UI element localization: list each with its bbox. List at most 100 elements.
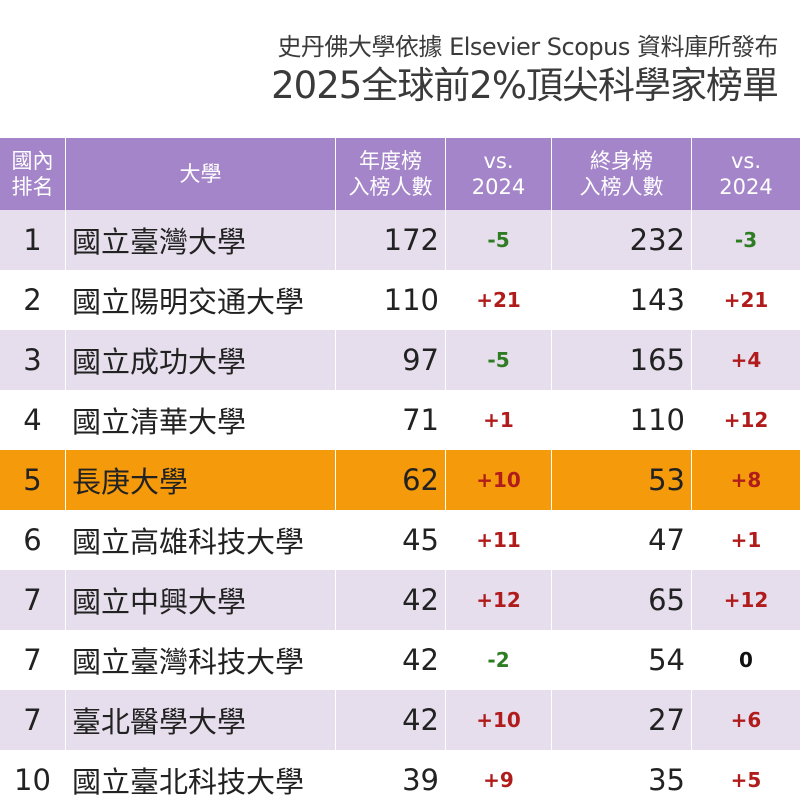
university-cell-value: 國立清華大學 [72,405,247,439]
lifetime-change-cell-value: 0 [739,648,753,672]
rank-cell-value: 7 [23,583,42,617]
rank-cell: 7 [0,630,66,690]
annual-change-cell-value: -5 [487,348,510,372]
lifetime-count-cell: 143 [552,270,692,330]
annual-count-cell-value: 42 [402,583,439,617]
lifetime-count-cell-value: 47 [648,523,685,557]
lifetime-change-cell: -3 [692,210,800,270]
annual-change-cell-value: -5 [487,228,510,252]
annual-change-cell-value: +12 [476,588,521,612]
table-row: 7 國立臺灣科技大學 42 -2 54 0 [0,630,800,690]
lifetime-change-cell-value: +4 [730,348,762,372]
table-row: 3 國立成功大學 97 -5 165 +4 [0,330,800,390]
annual-change-cell: +21 [446,270,552,330]
annual-count-cell: 39 [336,750,446,810]
header-lifetime-vs: vs. 2024 [692,138,800,210]
annual-count-cell-value: 45 [402,523,439,557]
annual-change-cell-value: +11 [476,528,521,552]
lifetime-change-cell: 0 [692,630,800,690]
annual-count-cell: 42 [336,570,446,630]
university-cell: 臺北醫學大學 [66,690,336,750]
university-cell-value: 臺北醫學大學 [72,705,247,739]
university-cell: 國立清華大學 [66,390,336,450]
lifetime-count-cell: 165 [552,330,692,390]
lifetime-count-cell: 54 [552,630,692,690]
lifetime-count-cell: 47 [552,510,692,570]
rank-cell: 4 [0,390,66,450]
annual-change-cell-value: +10 [476,708,521,732]
page-heading: 史丹佛大學依據 Elsevier Scopus 資料庫所發布 2025全球前2%… [271,30,779,108]
lifetime-count-cell-value: 232 [629,223,685,257]
lifetime-count-cell-value: 143 [629,283,685,317]
lifetime-count-cell: 110 [552,390,692,450]
rank-cell-value: 7 [23,643,42,677]
lifetime-count-cell: 232 [552,210,692,270]
lifetime-count-cell-value: 35 [648,763,685,797]
rank-cell: 7 [0,690,66,750]
table-row: 4 國立清華大學 71 +1 110 +12 [0,390,800,450]
lifetime-change-cell-value: +12 [723,408,769,432]
university-cell-value: 國立臺北科技大學 [72,765,305,799]
lifetime-change-cell-value: +1 [730,528,762,552]
rank-cell: 5 [0,450,66,510]
header-annual-vs-label: vs. 2024 [471,149,526,199]
rank-cell: 10 [0,750,66,810]
university-cell-value: 長庚大學 [72,465,189,499]
rank-cell: 1 [0,210,66,270]
annual-change-cell-value: +21 [476,288,521,312]
university-cell-value: 國立高雄科技大學 [72,525,305,559]
annual-count-cell: 110 [336,270,446,330]
university-cell-value: 國立陽明交通大學 [72,285,305,319]
lifetime-change-cell: +5 [692,750,800,810]
header-annual: 年度榜 入榜人數 [336,138,446,210]
lifetime-change-cell-value: -3 [734,228,758,252]
page-title: 2025全球前2%頂尖科學家榜單 [271,64,779,107]
lifetime-change-cell-value: +5 [730,768,762,792]
annual-change-cell: +1 [446,390,552,450]
header-lifetime-vs-label: vs. 2024 [719,149,773,199]
university-cell: 國立中興大學 [66,570,336,630]
lifetime-change-cell: +12 [692,570,800,630]
annual-count-cell-value: 71 [402,403,439,437]
lifetime-change-cell: +12 [692,390,800,450]
table-row: 6 國立高雄科技大學 45 +11 47 +1 [0,510,800,570]
header-university: 大學 [66,138,336,210]
annual-count-cell: 42 [336,690,446,750]
table-header: 國內 排名 大學 年度榜 入榜人數 vs. 2024 終身榜 入榜人數 vs. … [0,138,800,210]
lifetime-change-cell-value: +6 [730,708,762,732]
lifetime-count-cell-value: 27 [648,703,685,737]
lifetime-change-cell-value: +12 [723,588,769,612]
rank-cell-value: 5 [23,463,42,497]
lifetime-count-cell-value: 54 [648,643,685,677]
rank-cell-value: 3 [23,343,42,377]
lifetime-count-cell: 35 [552,750,692,810]
annual-change-cell: +10 [446,690,552,750]
header-annual-vs: vs. 2024 [446,138,552,210]
lifetime-change-cell: +6 [692,690,800,750]
lifetime-count-cell: 27 [552,690,692,750]
annual-count-cell-value: 110 [383,283,439,317]
rank-cell-value: 1 [23,223,42,257]
page-subtitle: 史丹佛大學依據 Elsevier Scopus 資料庫所發布 [277,33,778,61]
university-cell: 國立高雄科技大學 [66,510,336,570]
annual-change-cell: -2 [446,630,552,690]
annual-change-cell: -5 [446,210,552,270]
annual-count-cell-value: 62 [402,463,439,497]
table-row: 5 長庚大學 62 +10 53 +8 [0,450,800,510]
rank-cell-value: 6 [23,523,42,557]
lifetime-count-cell: 53 [552,450,692,510]
annual-count-cell: 172 [336,210,446,270]
table-row: 1 國立臺灣大學 172 -5 232 -3 [0,210,800,270]
lifetime-count-cell-value: 110 [629,403,685,437]
rank-cell-value: 7 [23,703,42,737]
annual-count-cell-value: 42 [402,643,439,677]
header-rank: 國內 排名 [0,138,66,210]
lifetime-count-cell-value: 65 [648,583,685,617]
rank-cell: 2 [0,270,66,330]
annual-change-cell-value: -2 [487,648,510,672]
rank-cell-value: 4 [23,403,42,437]
rank-cell-value: 2 [23,283,42,317]
rank-cell: 6 [0,510,66,570]
annual-change-cell: +9 [446,750,552,810]
annual-count-cell: 62 [336,450,446,510]
